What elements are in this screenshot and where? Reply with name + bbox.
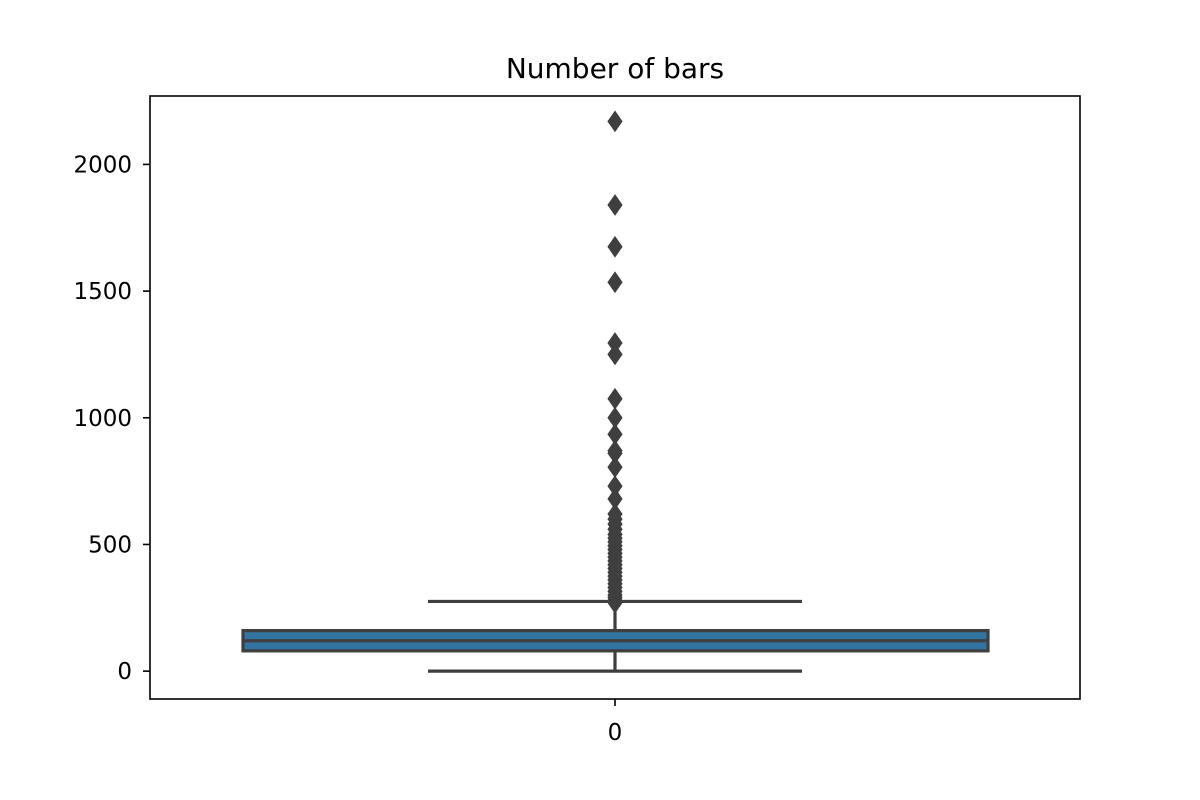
outlier-point: [607, 235, 623, 258]
y-axis: 0 500 1000 1500 2000: [73, 152, 150, 685]
y-tick-label: 500: [88, 532, 132, 558]
box-group: [241, 599, 990, 673]
outlier-point: [607, 110, 623, 133]
chart-title: Number of bars: [506, 52, 724, 85]
x-axis: 0: [608, 699, 623, 746]
outlier-point: [607, 343, 623, 366]
y-tick-label: 2000: [73, 152, 132, 178]
y-tick-label: 0: [117, 659, 132, 685]
y-tick-label: 1000: [73, 406, 132, 432]
outlier-point: [607, 271, 623, 294]
outlier-point: [607, 456, 623, 479]
outlier-group: [607, 110, 623, 614]
outlier-point: [607, 194, 623, 216]
x-tick-label: 0: [608, 720, 623, 746]
outlier-point: [607, 387, 623, 410]
outlier-point: [607, 591, 623, 614]
y-tick-label: 1500: [73, 279, 132, 305]
